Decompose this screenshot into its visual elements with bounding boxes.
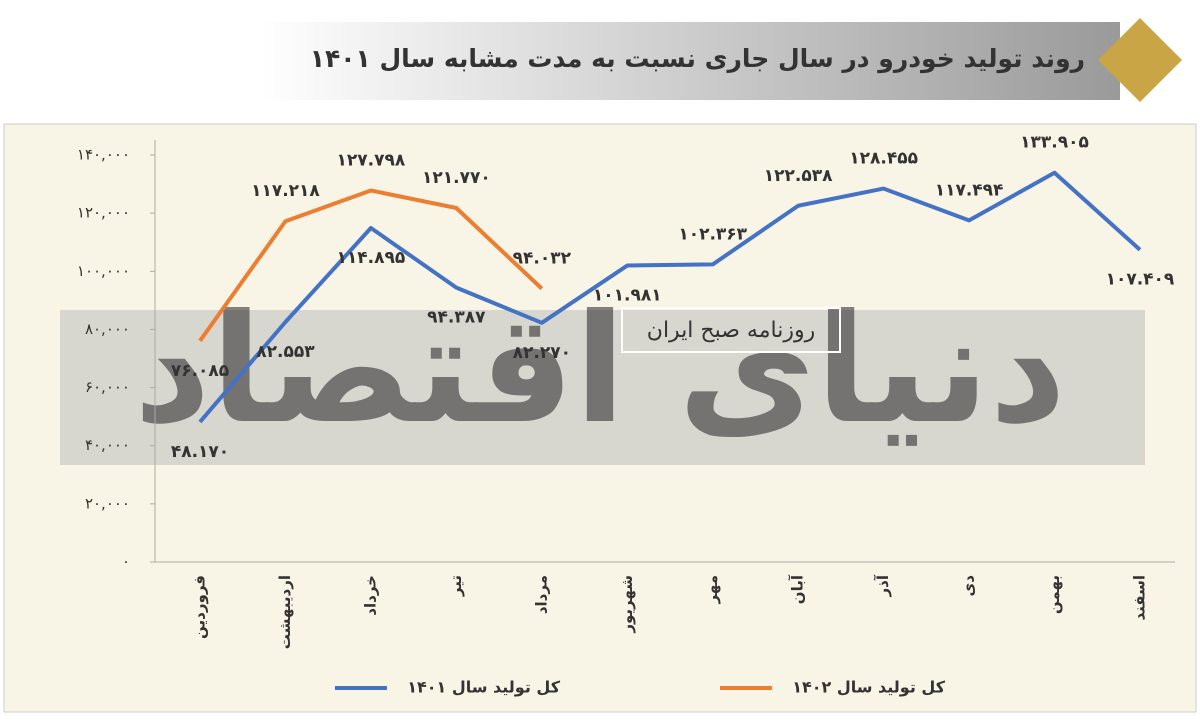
y-tick-label: ۴۰,۰۰۰ (85, 436, 130, 454)
x-tick-label: اردیبهشت (276, 575, 294, 649)
x-tick-label: خرداد (361, 575, 379, 616)
y-tick-label: ۲۰,۰۰۰ (85, 494, 130, 512)
watermark-caption: روزنامه صبح ایران (647, 318, 815, 343)
value-label: ۸۲.۲۷۰ (513, 343, 571, 363)
value-label: ۱۰۷.۴۰۹ (1106, 270, 1175, 290)
value-label: ۱۲۷.۷۹۸ (337, 150, 406, 170)
y-tick-label: ۶۰,۰۰۰ (85, 378, 130, 396)
x-tick-label: اسفند (1130, 575, 1148, 620)
x-tick-label: تیر (447, 575, 465, 597)
watermark-band (60, 310, 1145, 465)
header-diamond (1098, 18, 1182, 102)
series-line (198, 170, 1142, 424)
value-label: ۱۱۴.۸۹۵ (337, 248, 406, 268)
value-label: ۱۲۸.۴۵۵ (849, 149, 918, 169)
value-label: ۱۲۱.۷۷۰ (422, 168, 491, 188)
x-tick-label: فروردین (191, 575, 209, 639)
y-tick-label: ۰ (122, 553, 130, 571)
value-label: ۴۸.۱۷۰ (171, 442, 229, 462)
header-band (260, 22, 1120, 100)
legend-label: کل تولید سال ۱۴۰۱ (407, 678, 561, 697)
x-tick-label: آبان (789, 574, 807, 604)
value-label: ۱۱۷.۲۱۸ (251, 181, 320, 201)
watermark: دنیای اقتصاد (134, 283, 1067, 457)
value-label: ۹۴.۳۸۷ (427, 308, 486, 328)
y-tick-label: ۸۰,۰۰۰ (85, 320, 130, 338)
value-label: ۷۶.۰۸۵ (171, 361, 229, 381)
legend-label: کل تولید سال ۱۴۰۲ (792, 678, 946, 697)
value-label: ۱۱۷.۴۹۴ (935, 180, 1004, 200)
value-label: ۹۴.۰۳۲ (513, 249, 572, 269)
x-tick-label: مهر (703, 575, 721, 605)
x-tick-label: بهمن (1045, 575, 1063, 614)
x-tick-label: شهریور (618, 575, 636, 634)
value-label: ۱۳۳.۹۰۵ (1020, 133, 1089, 153)
value-label: ۱۲۲.۵۳۸ (764, 166, 833, 186)
value-label: ۱۰۲.۳۶۳ (678, 224, 747, 244)
value-label: ۸۲.۵۵۳ (256, 342, 315, 362)
y-tick-label: ۱۰۰,۰۰۰ (77, 262, 130, 280)
y-tick-label: ۱۴۰,۰۰۰ (77, 146, 130, 164)
value-label: ۱۰۱.۹۸۱ (593, 286, 662, 306)
watermark-caption-box (621, 307, 841, 353)
x-tick-label: دی (960, 575, 978, 597)
series-line (198, 188, 544, 342)
chart-title: روند تولید خودرو در سال جاری نسبت به مدت… (310, 44, 1085, 74)
x-tick-label: مرداد (532, 575, 550, 614)
y-tick-label: ۱۲۰,۰۰۰ (77, 204, 130, 222)
x-tick-label: آذر (874, 574, 892, 597)
